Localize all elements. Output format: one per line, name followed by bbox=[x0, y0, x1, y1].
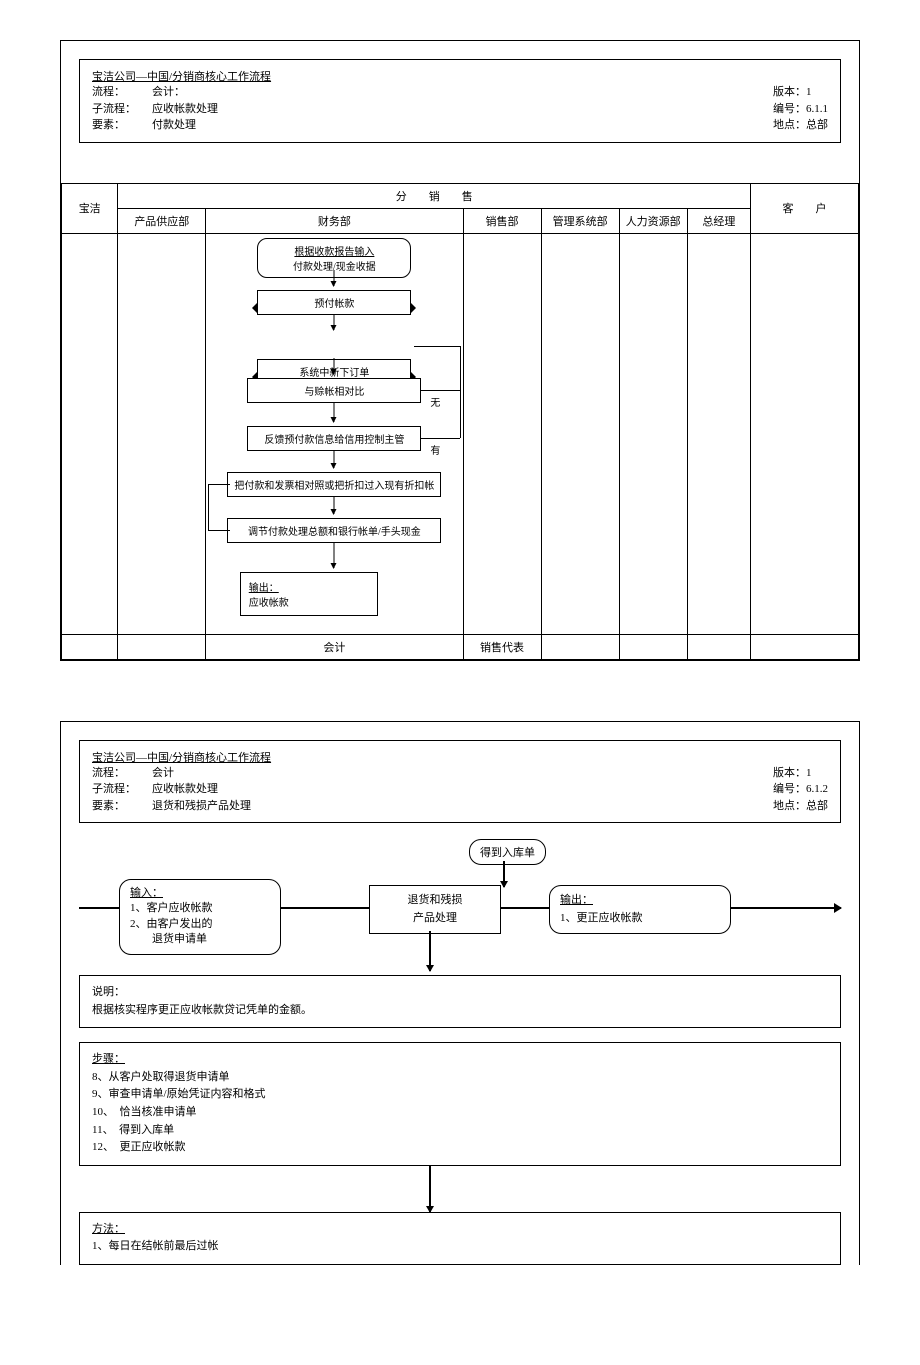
node-prepay: 预付帐款 bbox=[257, 290, 411, 315]
step-item: 11、 得到入库单 bbox=[92, 1122, 828, 1140]
col-hr: 人力资源部 bbox=[619, 208, 687, 233]
swimlane-table: 宝洁 分 销 售 客 户 产品供应部 财务部 销售部 管理系统部 人力资源部 总… bbox=[61, 183, 859, 660]
foot-salesrep: 销售代表 bbox=[463, 634, 541, 659]
node-compare: 与赊帐相对比 bbox=[247, 378, 421, 403]
col-gm: 总经理 bbox=[687, 208, 750, 233]
col-sales: 销售部 bbox=[463, 208, 541, 233]
frame2-body: 得到入库单 输入： 1、客户应收帐款 2、由客户发出的 退货申请单 退货和残损 … bbox=[61, 823, 859, 1184]
edge bbox=[208, 530, 230, 531]
section-steps: 步骤： 8、从客户处取得退货申请单 9、审查申请单/原始凭证内容和格式 10、 … bbox=[79, 1042, 841, 1166]
connector-down-2 bbox=[429, 1166, 431, 1212]
arrow bbox=[334, 270, 335, 286]
node-feedback: 反馈预付款信息给信用控制主管 bbox=[247, 426, 421, 451]
arrow bbox=[334, 402, 335, 422]
node-output: 输出： 应收帐款 bbox=[240, 572, 378, 616]
arrow bbox=[334, 358, 335, 374]
edge-no: 无 bbox=[430, 394, 440, 409]
step-item: 8、从客户处取得退货申请单 bbox=[92, 1069, 828, 1087]
node-output: 输出： 1、更正应收帐款 bbox=[549, 885, 731, 934]
edge-yes: 有 bbox=[430, 442, 440, 457]
col-supply: 产品供应部 bbox=[118, 208, 206, 233]
header-right: 版本：1 编号：6.1.1 地点：总部 bbox=[773, 84, 828, 134]
node-match: 把付款和发票相对照或把折扣过入现有折扣帐 bbox=[227, 472, 441, 497]
node-input: 输入： 1、客户应收帐款 2、由客户发出的 退货申请单 bbox=[119, 879, 281, 955]
flowchart-cell: 根据收款报告输入 付款处理/现金收据 预付帐款 系统中新下订单 与赊帐相对比 反… bbox=[206, 233, 463, 634]
col-customer: 客 户 bbox=[751, 183, 859, 233]
header-1: 宝洁公司—中国/分销商核心工作流程 流程：会计： 子流程：应收帐款处理 要素：付… bbox=[79, 59, 841, 143]
doc-title: 宝洁公司—中国/分销商核心工作流程 bbox=[92, 68, 828, 84]
edge bbox=[208, 484, 209, 530]
foot-accounting: 会计 bbox=[206, 634, 463, 659]
step-item: 10、 恰当核准申请单 bbox=[92, 1104, 828, 1122]
arrow bbox=[334, 450, 335, 468]
frame-2: 宝洁公司—中国/分销商核心工作流程 流程：会计 子流程：应收帐款处理 要素：退货… bbox=[60, 721, 860, 1265]
frame-1: 宝洁公司—中国/分销商核心工作流程 流程：会计： 子流程：应收帐款处理 要素：付… bbox=[60, 40, 860, 661]
col-baojie: 宝洁 bbox=[62, 183, 118, 233]
step-item: 9、审查申请单/原始凭证内容和格式 bbox=[92, 1086, 828, 1104]
edge bbox=[460, 346, 461, 438]
section-method: 方法： 1、每日在结帐前最后过帐 bbox=[79, 1212, 841, 1265]
section-desc: 说明： 根据核实程序更正应收帐款贷记凭单的金额。 bbox=[79, 975, 841, 1028]
node-top: 得到入库单 bbox=[469, 839, 546, 865]
header-2: 宝洁公司—中国/分销商核心工作流程 流程：会计 子流程：应收帐款处理 要素：退货… bbox=[79, 740, 841, 824]
arrow-down bbox=[503, 861, 505, 887]
edge bbox=[208, 484, 230, 485]
col-mgmt: 管理系统部 bbox=[541, 208, 619, 233]
col-finance: 财务部 bbox=[206, 208, 463, 233]
node-process: 退货和残损 产品处理 bbox=[369, 885, 501, 934]
frame2-flow: 得到入库单 输入： 1、客户应收帐款 2、由客户发出的 退货申请单 退货和残损 … bbox=[79, 851, 841, 961]
header-left: 流程：会计： 子流程：应收帐款处理 要素：付款处理 bbox=[92, 84, 218, 134]
node-reconcile: 调节付款处理总额和银行帐单/手头现金 bbox=[227, 518, 441, 543]
edge bbox=[420, 438, 460, 439]
doc-title-2: 宝洁公司—中国/分销商核心工作流程 bbox=[92, 749, 828, 765]
connector-down bbox=[429, 931, 431, 971]
arrow bbox=[334, 542, 335, 568]
arrow bbox=[334, 314, 335, 330]
edge bbox=[420, 390, 460, 391]
arrow bbox=[334, 496, 335, 514]
edge bbox=[414, 346, 460, 347]
step-item: 12、 更正应收帐款 bbox=[92, 1139, 828, 1157]
col-group: 分 销 售 bbox=[118, 183, 751, 208]
